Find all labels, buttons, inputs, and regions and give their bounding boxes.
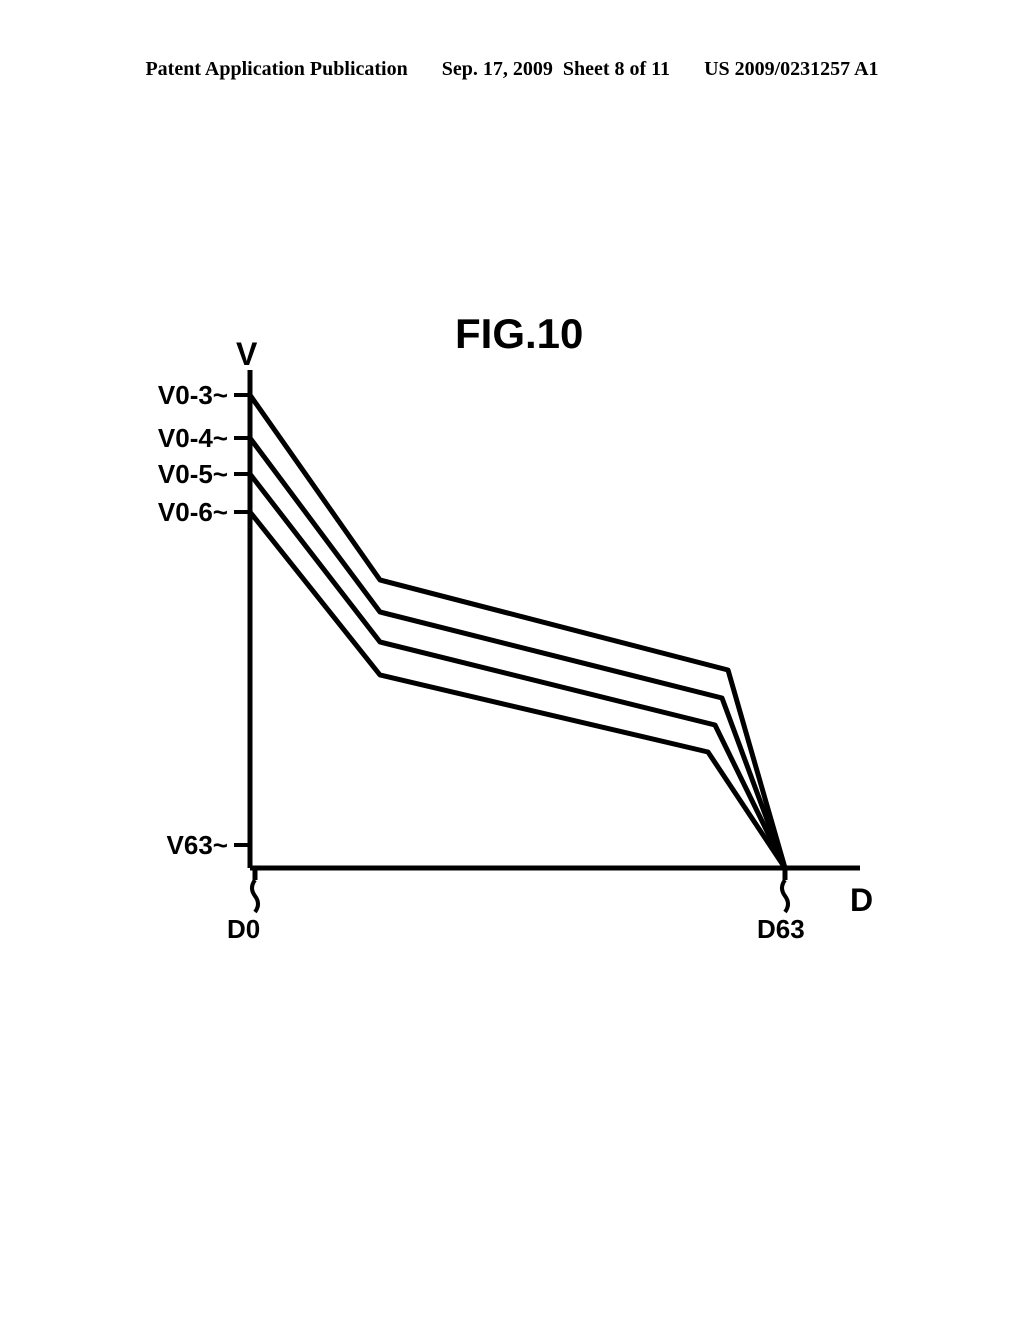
x-tick-label: D63 bbox=[757, 914, 805, 945]
y-tick-label: V0-4~ bbox=[0, 423, 228, 454]
header-center: Sep. 17, 2009 Sheet 8 of 11 bbox=[442, 58, 670, 81]
y-tick-label: V0-6~ bbox=[0, 497, 228, 528]
header-right: US 2009/0231257 A1 bbox=[704, 58, 878, 81]
y-tick-label: V0-5~ bbox=[0, 459, 228, 490]
y-tick-label: V63~ bbox=[0, 830, 228, 861]
x-tick-label: D0 bbox=[227, 914, 260, 945]
header-left: Patent Application Publication bbox=[145, 58, 407, 81]
header-bar: Patent Application Publication Sep. 17, … bbox=[0, 58, 1024, 81]
patent-page: Patent Application Publication Sep. 17, … bbox=[0, 0, 1024, 1320]
y-tick-label: V0-3~ bbox=[0, 380, 228, 411]
